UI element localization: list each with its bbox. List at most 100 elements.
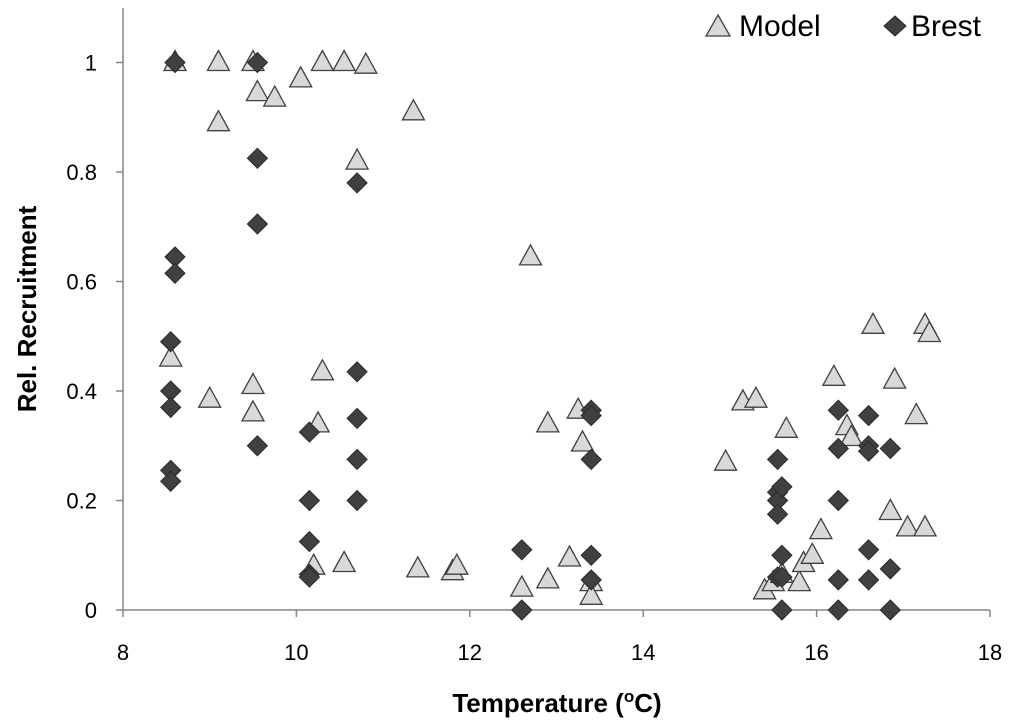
markers <box>158 49 942 621</box>
x-axis-title-main: Temperature ( <box>452 688 624 718</box>
model-point <box>917 320 942 343</box>
brest-point <box>298 421 321 443</box>
y-axis-title: Rel. Recruitment <box>12 205 42 412</box>
series-brest <box>159 51 902 621</box>
brest-point <box>246 51 269 74</box>
brest-point <box>298 566 321 588</box>
brest-point <box>246 147 269 170</box>
model-point <box>509 574 534 597</box>
model-point <box>288 65 313 88</box>
model-point <box>821 363 846 386</box>
model-point <box>839 424 864 447</box>
model-point <box>557 544 582 567</box>
y-tick-label: 0.8 <box>66 160 97 185</box>
brest-point <box>346 407 368 430</box>
brest-point <box>164 51 186 74</box>
brest-point <box>857 569 880 591</box>
brest-point <box>346 489 368 512</box>
model-point <box>310 358 335 381</box>
x-ticks: 8 10 12 14 16 18 <box>117 610 1002 665</box>
legend-brest-label: Brest <box>911 10 982 43</box>
brest-point <box>580 569 602 591</box>
model-point <box>240 372 266 395</box>
model-point <box>444 552 469 575</box>
brest-point <box>827 399 850 421</box>
x-tick-label: 14 <box>631 640 655 665</box>
brest-point <box>771 544 793 567</box>
legend-model-triangle-icon <box>704 13 732 37</box>
x-tick-label: 12 <box>458 640 482 665</box>
brest-point <box>159 470 182 493</box>
model-point <box>405 555 430 578</box>
brest-point <box>827 599 850 621</box>
y-tick-label: 0.4 <box>66 379 97 404</box>
model-point <box>206 49 231 72</box>
brest-point <box>246 435 269 457</box>
model-point <box>197 385 222 408</box>
brest-point <box>857 404 880 427</box>
model-point <box>345 147 370 170</box>
model-point <box>912 514 938 537</box>
brest-point <box>857 440 880 462</box>
brest-point <box>298 489 321 512</box>
model-point <box>904 402 929 425</box>
model-point <box>882 366 907 389</box>
model-point <box>579 582 604 605</box>
x-axis-title-suffix: C) <box>634 688 661 718</box>
brest-point <box>766 448 789 471</box>
y-tick-label: 0 <box>85 598 97 623</box>
x-axis-title: Temperature (oC) <box>452 687 661 718</box>
model-point <box>535 566 560 589</box>
model-point <box>535 410 560 433</box>
y-tick-label: 1 <box>85 51 97 76</box>
legend-brest-diamond-icon <box>883 15 907 37</box>
model-point <box>518 243 543 266</box>
brest-point <box>298 530 321 553</box>
model-point <box>774 415 799 438</box>
x-tick-label: 10 <box>284 640 308 665</box>
brest-point <box>159 330 182 353</box>
brest-point <box>827 489 850 512</box>
brest-point <box>159 396 182 419</box>
model-point <box>860 311 886 334</box>
legend: Model Brest <box>704 10 982 43</box>
brest-point <box>580 448 602 471</box>
model-point <box>800 541 825 564</box>
brest-point <box>164 262 186 285</box>
model-point <box>353 51 378 74</box>
model-point <box>570 429 595 452</box>
x-axis-title-superscript: o <box>624 687 634 706</box>
x-tick-label: 18 <box>978 640 1002 665</box>
brest-point <box>879 599 902 621</box>
series-model <box>158 49 942 605</box>
model-point <box>245 79 270 102</box>
brest-point <box>857 539 880 561</box>
model-point <box>332 550 357 573</box>
model-point <box>878 498 903 521</box>
brest-point <box>827 437 850 460</box>
model-point <box>808 517 833 540</box>
brest-point <box>879 437 902 460</box>
brest-point <box>580 404 602 427</box>
brest-point <box>580 544 602 567</box>
brest-point <box>511 539 533 561</box>
model-point <box>743 385 768 408</box>
brest-point <box>771 476 793 498</box>
model-point <box>895 514 920 537</box>
model-point <box>713 448 738 471</box>
model-point <box>332 49 357 72</box>
brest-point <box>766 503 789 525</box>
model-point <box>206 109 231 132</box>
model-point <box>310 49 335 72</box>
model-point <box>401 98 426 121</box>
legend-model-label: Model <box>739 10 821 43</box>
model-point <box>240 399 266 422</box>
x-tick-label: 16 <box>804 640 828 665</box>
brest-point <box>346 172 368 194</box>
y-tick-label: 0.2 <box>66 489 97 514</box>
brest-point <box>879 558 902 580</box>
brest-point <box>771 599 793 621</box>
axes: 0 0.2 0.4 0.6 0.8 1 8 10 12 14 16 18 <box>66 8 1002 665</box>
model-point <box>158 344 183 367</box>
